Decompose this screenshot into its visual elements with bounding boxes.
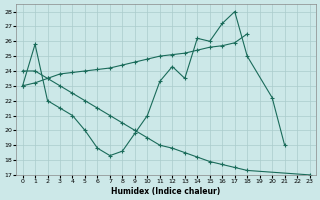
X-axis label: Humidex (Indice chaleur): Humidex (Indice chaleur) bbox=[111, 187, 221, 196]
